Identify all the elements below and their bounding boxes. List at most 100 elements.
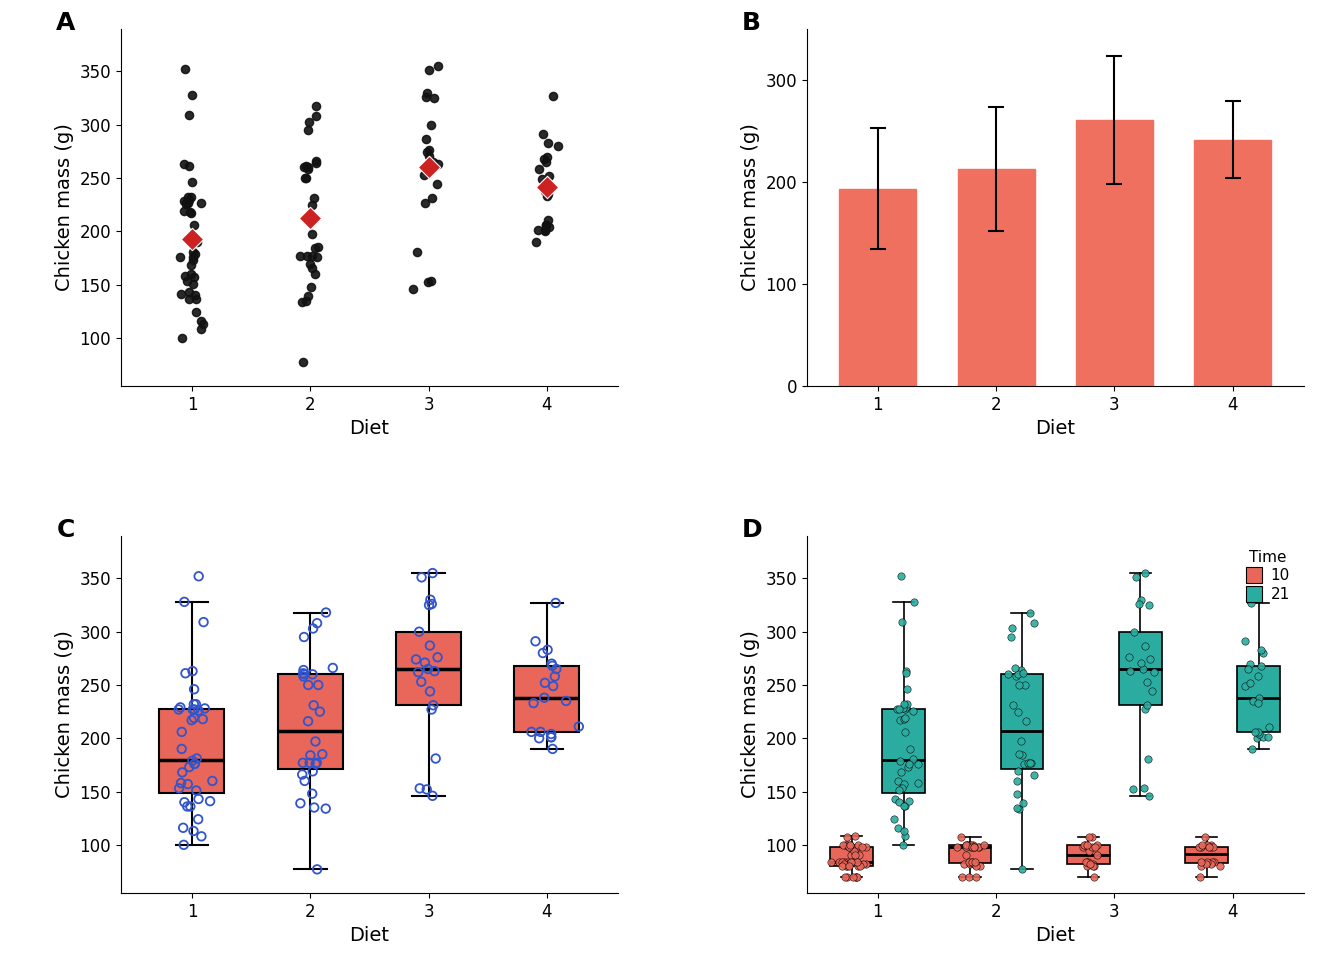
Point (896, 682, 918, 697)
Point (177, 777, 199, 792)
Point (1203, 854, 1224, 870)
Point (534, 183, 555, 199)
Point (421, 191, 442, 206)
Point (953, 856, 974, 872)
Point (1007, 800, 1028, 815)
Point (180, 204, 202, 220)
Point (1141, 684, 1163, 699)
Point (1008, 704, 1030, 719)
Point (1075, 854, 1097, 870)
Point (413, 167, 434, 182)
Point (954, 837, 976, 852)
Point (896, 697, 918, 712)
Point (524, 234, 546, 250)
Point (298, 114, 320, 130)
Point (183, 244, 204, 259)
Point (1008, 666, 1030, 682)
Point (423, 90, 445, 106)
Point (177, 292, 199, 307)
Point (415, 131, 437, 146)
Point (1196, 854, 1218, 870)
Point (956, 848, 977, 863)
Point (960, 837, 981, 852)
Point (301, 227, 323, 242)
Point (890, 765, 911, 780)
Point (185, 782, 207, 798)
Point (540, 727, 562, 742)
Point (173, 795, 195, 810)
Point (836, 856, 857, 872)
Point (417, 85, 438, 101)
Point (540, 730, 562, 745)
Point (534, 690, 555, 706)
Point (181, 663, 203, 679)
Point (297, 678, 319, 693)
X-axis label: Diet: Diet (349, 926, 390, 945)
Point (848, 848, 870, 863)
Point (296, 293, 317, 308)
Point (191, 322, 212, 337)
Point (833, 837, 855, 852)
Point (898, 759, 919, 775)
Point (184, 756, 206, 772)
Y-axis label: Chicken mass (g): Chicken mass (g) (55, 124, 74, 291)
Point (1073, 839, 1094, 854)
Point (427, 650, 449, 665)
PathPatch shape (1001, 674, 1043, 769)
Point (887, 820, 909, 835)
Point (542, 88, 563, 104)
Point (297, 289, 319, 304)
Point (323, 660, 344, 676)
Point (306, 756, 328, 771)
Point (1199, 839, 1220, 854)
Point (890, 753, 911, 768)
Point (202, 773, 223, 788)
Point (418, 597, 439, 612)
Point (899, 794, 921, 809)
Point (1005, 669, 1027, 684)
Point (1193, 829, 1215, 845)
Point (1133, 780, 1154, 796)
Y-axis label: Chicken mass (g): Chicken mass (g) (741, 631, 759, 798)
PathPatch shape (1185, 847, 1228, 863)
Point (297, 162, 319, 178)
Bar (1077, 120, 1153, 386)
Point (1203, 839, 1224, 854)
Point (887, 702, 909, 717)
Point (1013, 756, 1035, 772)
Point (1079, 856, 1101, 872)
Point (837, 829, 859, 845)
Point (296, 170, 317, 185)
Point (532, 127, 554, 142)
Point (892, 777, 914, 792)
Point (304, 241, 325, 256)
Point (169, 250, 191, 265)
Point (180, 189, 202, 204)
Point (169, 286, 191, 301)
Point (1134, 565, 1156, 581)
Point (194, 701, 215, 716)
Point (1003, 698, 1024, 713)
Point (1015, 678, 1036, 693)
Point (183, 217, 204, 232)
Point (1247, 724, 1269, 739)
Point (171, 741, 192, 756)
Point (542, 659, 563, 674)
Point (960, 856, 981, 872)
Point (540, 730, 562, 745)
Y-axis label: Chicken mass (g): Chicken mass (g) (741, 124, 759, 291)
Point (1008, 747, 1030, 762)
Point (301, 260, 323, 276)
Point (1130, 655, 1152, 670)
Point (845, 869, 867, 884)
Point (831, 854, 852, 870)
Point (1242, 693, 1263, 708)
Point (895, 702, 917, 717)
Point (423, 663, 445, 679)
Point (1247, 669, 1269, 684)
Point (176, 274, 198, 289)
Point (1012, 748, 1034, 763)
Point (294, 773, 316, 788)
Point (1239, 656, 1261, 671)
Point (407, 664, 429, 680)
